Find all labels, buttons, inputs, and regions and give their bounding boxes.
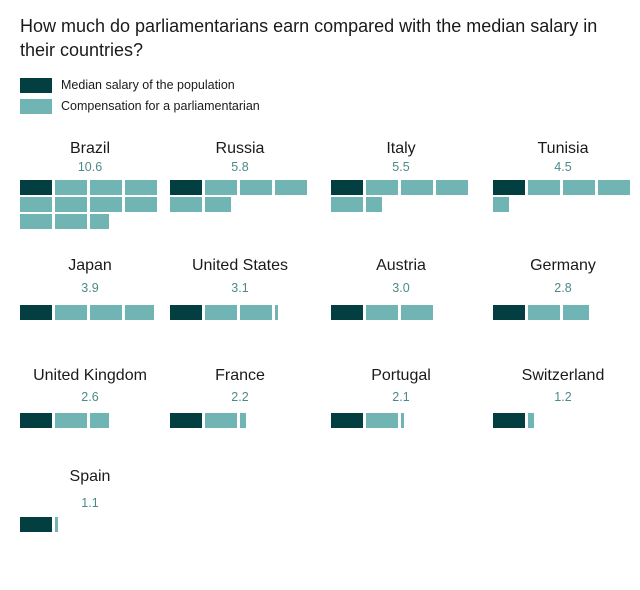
country-name: Italy <box>386 140 416 157</box>
country-ratio-label: 5.5 <box>392 160 410 174</box>
legend-swatch-median <box>20 78 52 93</box>
country-name: Switzerland <box>521 367 605 384</box>
country-ratio-label: 1.2 <box>554 390 572 404</box>
compensation-block <box>90 214 109 229</box>
compensation-block <box>240 180 272 195</box>
compensation-block <box>90 197 122 212</box>
compensation-block <box>55 197 87 212</box>
country-name: Brazil <box>69 140 110 157</box>
country-name: Spain <box>69 468 111 485</box>
country-name: Austria <box>376 257 426 274</box>
compensation-block <box>493 197 509 212</box>
legend-label-median: Median salary of the population <box>61 78 235 92</box>
compensation-block <box>436 180 468 195</box>
compensation-block <box>55 305 87 320</box>
compensation-block <box>20 197 52 212</box>
country-ratio-label: 2.2 <box>231 390 249 404</box>
median-salary-block <box>493 180 525 195</box>
compensation-block <box>528 413 534 428</box>
compensation-block <box>125 180 157 195</box>
country-name: France <box>215 367 265 384</box>
compensation-block <box>55 180 87 195</box>
compensation-block <box>331 197 363 212</box>
median-salary-block <box>20 305 52 320</box>
country-name: Germany <box>530 257 596 274</box>
compensation-block <box>90 180 122 195</box>
median-salary-block <box>493 305 525 320</box>
country-name: Portugal <box>371 367 431 384</box>
median-salary-block <box>331 305 363 320</box>
compensation-block <box>240 413 246 428</box>
compensation-block <box>275 305 278 320</box>
compensation-block <box>366 413 398 428</box>
compensation-block <box>598 180 630 195</box>
compensation-block <box>90 305 122 320</box>
compensation-block <box>205 180 237 195</box>
country-ratio-label: 4.5 <box>554 160 572 174</box>
compensation-block <box>240 305 272 320</box>
compensation-block <box>366 180 398 195</box>
median-salary-block <box>20 413 52 428</box>
compensation-block <box>401 305 433 320</box>
country-name: United States <box>191 257 289 274</box>
compensation-block <box>528 305 560 320</box>
median-salary-block <box>170 305 202 320</box>
compensation-block <box>528 180 560 195</box>
compensation-block <box>401 180 433 195</box>
country-ratio-label: 2.8 <box>554 281 572 295</box>
compensation-block <box>20 214 52 229</box>
median-salary-block <box>493 413 525 428</box>
compensation-block <box>55 517 58 532</box>
compensation-block <box>205 413 237 428</box>
compensation-block <box>55 214 87 229</box>
compensation-block <box>366 197 382 212</box>
compensation-block <box>275 180 307 195</box>
compensation-block <box>563 305 589 320</box>
country-name: Japan <box>68 257 112 274</box>
compensation-block <box>401 413 404 428</box>
compensation-block <box>55 413 87 428</box>
compensation-block <box>205 305 237 320</box>
compensation-block <box>170 197 202 212</box>
median-salary-block <box>170 180 202 195</box>
compensation-block <box>125 305 154 320</box>
median-salary-block <box>20 180 52 195</box>
compensation-block <box>205 197 231 212</box>
legend-swatch-compensation <box>20 99 52 114</box>
compensation-block <box>366 305 398 320</box>
country-name: Tunisia <box>537 140 589 157</box>
compensation-block <box>563 180 595 195</box>
country-ratio-label: 3.9 <box>81 281 99 295</box>
median-salary-block <box>170 413 202 428</box>
country-ratio-label: 3.0 <box>392 281 410 295</box>
compensation-block <box>125 197 157 212</box>
median-salary-block <box>331 413 363 428</box>
compensation-block <box>90 413 109 428</box>
country-ratio-label: 10.6 <box>77 160 103 174</box>
country-name: United Kingdom <box>33 367 147 384</box>
country-ratio-label: 1.1 <box>81 496 99 510</box>
country-name: Russia <box>215 140 265 157</box>
country-ratio-label: 5.8 <box>231 160 249 174</box>
median-salary-block <box>20 517 52 532</box>
chart-title: How much do parliamentarians earn compar… <box>20 16 598 60</box>
country-ratio-label: 2.1 <box>392 390 410 404</box>
legend-label-compensation: Compensation for a parliamentarian <box>61 99 260 113</box>
country-ratio-label: 3.1 <box>231 281 249 295</box>
median-salary-block <box>331 180 363 195</box>
country-ratio-label: 2.6 <box>81 390 99 404</box>
